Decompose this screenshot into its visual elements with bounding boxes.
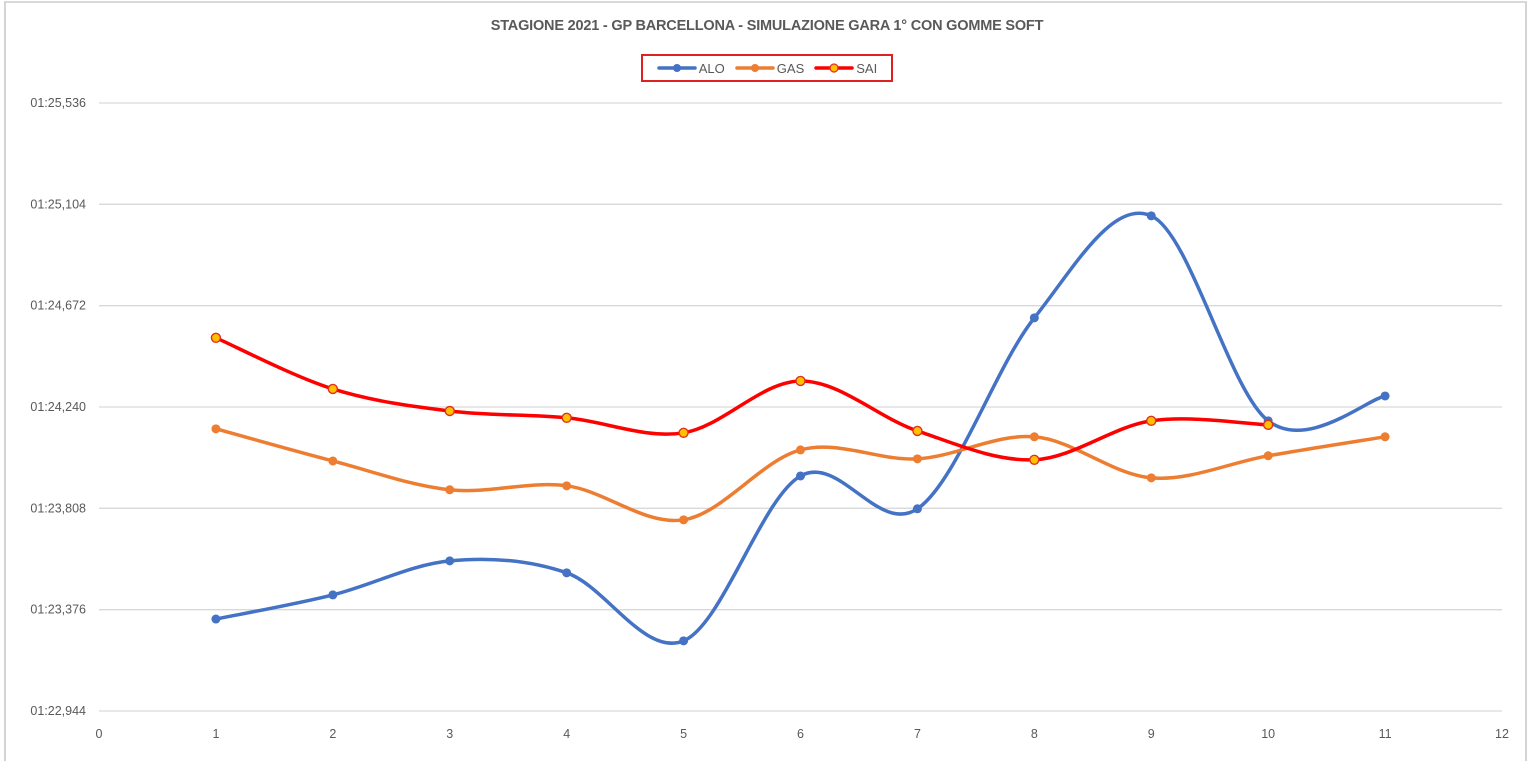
x-tick-label: 6 — [797, 727, 804, 741]
data-point-marker[interactable] — [445, 485, 455, 495]
data-point-marker[interactable] — [1029, 454, 1040, 465]
data-point-marker[interactable] — [328, 456, 338, 466]
data-point-marker[interactable] — [678, 427, 689, 439]
series-gas[interactable] — [211, 424, 1390, 525]
chart-legend[interactable]: ALO GAS SAI — [641, 54, 893, 82]
legend-line-marker-icon — [657, 64, 697, 72]
data-point-marker[interactable] — [912, 454, 922, 464]
y-tick-label: 01:23,808 — [30, 501, 86, 515]
x-tick-label: 9 — [1148, 727, 1155, 741]
legend-label: SAI — [856, 60, 878, 76]
gridlines — [99, 102, 1502, 712]
data-point-marker[interactable] — [562, 568, 572, 578]
series-line[interactable] — [214, 336, 1270, 462]
x-tick-label: 3 — [446, 727, 453, 741]
legend-label: ALO — [698, 60, 725, 76]
data-point-marker[interactable] — [1380, 432, 1390, 442]
x-tick-label: 0 — [96, 727, 103, 741]
legend-line-marker-icon — [814, 63, 854, 73]
data-point-marker[interactable] — [327, 383, 339, 395]
y-tick-label: 01:25,104 — [30, 197, 86, 211]
data-point-marker[interactable] — [795, 375, 806, 387]
series-sai[interactable] — [210, 332, 1274, 465]
series-alo[interactable] — [211, 211, 1390, 646]
data-point-marker[interactable] — [1263, 451, 1273, 461]
y-tick-label: 01:25,536 — [30, 96, 86, 110]
series-line[interactable] — [214, 211, 1387, 645]
x-tick-label: 10 — [1261, 727, 1275, 741]
data-point-marker[interactable] — [1146, 211, 1156, 221]
data-point-marker[interactable] — [1146, 415, 1157, 427]
x-tick-label: 1 — [212, 727, 219, 741]
x-tick-label: 5 — [680, 727, 687, 741]
x-axis-ticks: 0 1 2 3 4 5 6 7 8 9 10 11 12 — [96, 727, 1509, 741]
y-tick-label: 01:24,672 — [30, 299, 86, 313]
data-point-marker[interactable] — [912, 425, 923, 437]
data-point-marker[interactable] — [1029, 313, 1039, 323]
data-point-marker[interactable] — [796, 445, 805, 455]
legend-label: GAS — [776, 60, 805, 76]
x-tick-label: 4 — [563, 727, 570, 741]
data-point-marker[interactable] — [679, 515, 689, 525]
series-lines — [210, 211, 1390, 646]
data-point-marker[interactable] — [1262, 419, 1274, 431]
data-point-marker[interactable] — [1029, 432, 1039, 442]
legend-item-gas[interactable]: GAS — [735, 61, 804, 76]
legend-item-sai[interactable]: SAI — [814, 61, 877, 76]
x-tick-label: 11 — [1379, 727, 1392, 741]
y-axis-ticks: 01:22,944 01:23,376 01:23,808 01:24,240 01:2… — [30, 96, 86, 718]
y-tick-label: 01:23,376 — [30, 603, 86, 617]
x-tick-label: 7 — [914, 727, 921, 741]
chart-title: STAGIONE 2021 - GP BARCELLONA - SIMULAZI… — [490, 18, 1044, 34]
data-point-marker[interactable] — [444, 405, 455, 417]
data-point-marker[interactable] — [796, 471, 805, 481]
data-point-marker[interactable] — [328, 590, 338, 600]
data-point-marker[interactable] — [679, 636, 689, 646]
data-point-marker[interactable] — [912, 504, 922, 514]
legend-line-marker-icon — [735, 64, 775, 72]
data-point-marker[interactable] — [211, 424, 221, 434]
data-point-marker[interactable] — [562, 481, 572, 491]
y-tick-label: 01:22,944 — [30, 704, 86, 718]
y-tick-label: 01:24,240 — [30, 400, 86, 414]
data-point-marker[interactable] — [561, 412, 572, 423]
legend-item-alo[interactable]: ALO — [657, 61, 725, 76]
chart-frame — [4, 1, 1527, 761]
data-point-marker[interactable] — [1146, 473, 1156, 483]
data-point-marker[interactable] — [445, 556, 455, 566]
x-tick-label: 2 — [329, 727, 336, 741]
x-tick-label: 8 — [1031, 727, 1038, 741]
data-point-marker[interactable] — [1380, 391, 1390, 401]
data-point-marker[interactable] — [210, 332, 222, 344]
x-tick-label: 12 — [1495, 727, 1509, 741]
data-point-marker[interactable] — [211, 614, 221, 624]
